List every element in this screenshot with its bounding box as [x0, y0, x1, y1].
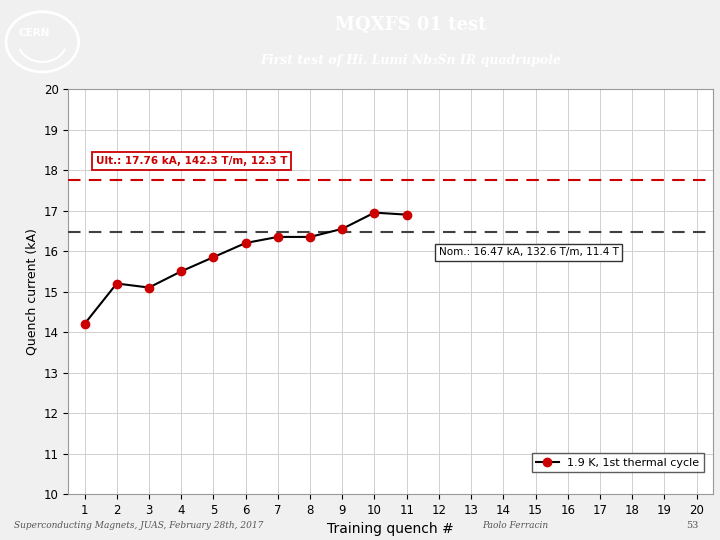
X-axis label: Training quench #: Training quench # [327, 522, 454, 536]
Text: MQXFS 01 test: MQXFS 01 test [335, 16, 486, 34]
Text: Nom.: 16.47 kA, 132.6 T/m, 11.4 T: Nom.: 16.47 kA, 132.6 T/m, 11.4 T [439, 247, 618, 257]
Text: Ult.: 17.76 kA, 142.3 T/m, 12.3 T: Ult.: 17.76 kA, 142.3 T/m, 12.3 T [96, 156, 287, 166]
Text: Paolo Ferracin: Paolo Ferracin [482, 521, 549, 530]
Legend: 1.9 K, 1st thermal cycle: 1.9 K, 1st thermal cycle [532, 454, 704, 472]
Text: 53: 53 [686, 521, 698, 530]
Y-axis label: Quench current (kA): Quench current (kA) [25, 228, 38, 355]
Text: Superconducting Magnets, JUAS, February 28th, 2017: Superconducting Magnets, JUAS, February … [14, 521, 264, 530]
Text: First test of Hi. Lumi Nb₃Sn IR quadrupole: First test of Hi. Lumi Nb₃Sn IR quadrupo… [260, 54, 561, 67]
Text: CERN: CERN [18, 28, 50, 38]
